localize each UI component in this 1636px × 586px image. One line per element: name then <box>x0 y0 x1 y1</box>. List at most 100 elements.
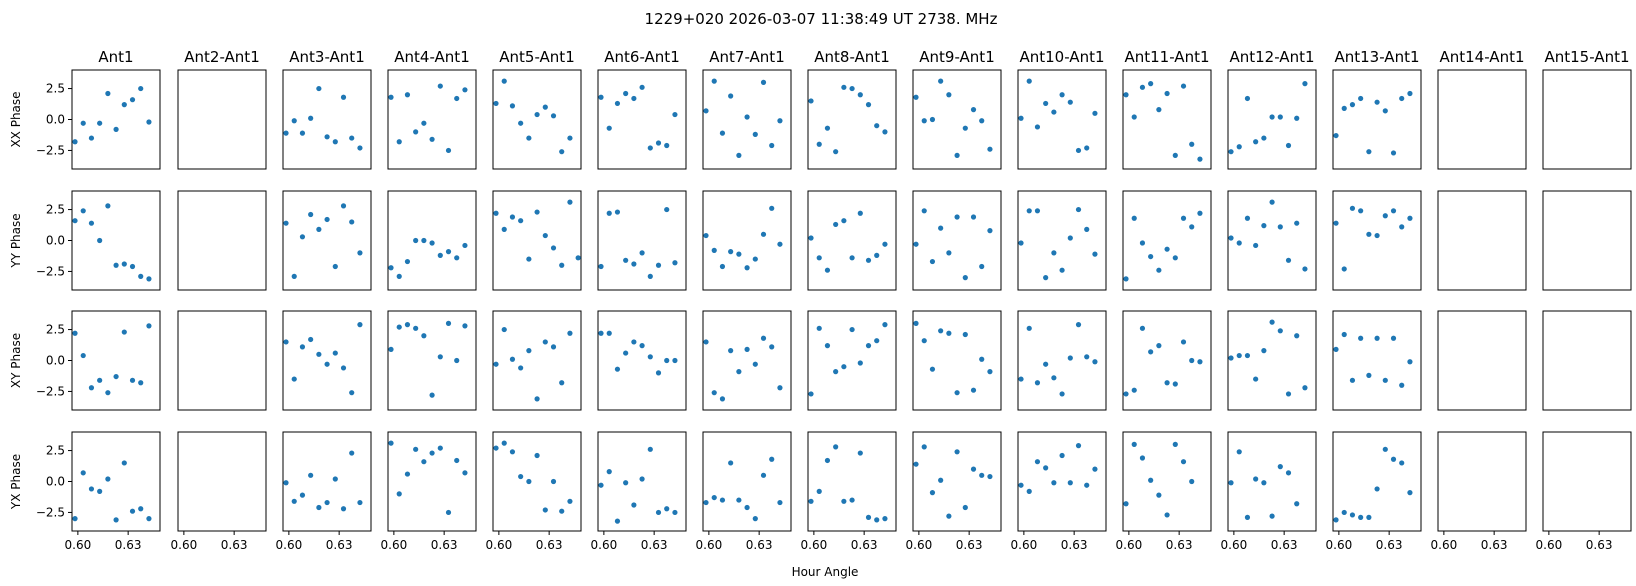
data-point <box>929 116 936 123</box>
data-point <box>857 360 863 366</box>
data-point <box>921 444 927 450</box>
panel <box>1542 310 1632 411</box>
data-point <box>404 258 411 265</box>
data-point <box>913 320 919 326</box>
x-tick-label: 0.63 <box>431 538 458 552</box>
data-point <box>777 499 783 506</box>
data-point <box>598 330 604 336</box>
data-point <box>559 149 565 155</box>
panel <box>1332 310 1422 411</box>
data-point <box>340 203 347 209</box>
figure-title: 1229+020 2026-03-07 11:38:49 UT 2738. MH… <box>645 10 998 28</box>
data-point <box>719 263 726 270</box>
data-point <box>962 504 968 511</box>
data-point <box>970 214 977 220</box>
data-point <box>970 107 977 113</box>
panel: 0.60 0.63 <box>696 431 792 552</box>
panel-frame <box>1227 310 1317 411</box>
panel-frame <box>807 69 897 170</box>
panel-frame <box>807 190 897 291</box>
data-point <box>1189 478 1195 485</box>
row-label: XX Phase <box>9 91 23 147</box>
data-point <box>857 450 863 456</box>
data-point <box>816 325 822 331</box>
data-point <box>526 256 532 262</box>
data-point <box>567 498 573 504</box>
data-point <box>1139 325 1146 331</box>
data-point <box>146 119 152 125</box>
data-point <box>1399 95 1405 102</box>
panel <box>912 310 1002 411</box>
data-point <box>808 391 814 397</box>
data-point <box>493 100 499 107</box>
data-point <box>1172 441 1178 447</box>
data-point <box>462 242 468 249</box>
data-point <box>970 466 977 472</box>
data-point <box>121 261 127 267</box>
data-point <box>1172 381 1178 387</box>
data-point <box>1358 514 1364 520</box>
data-point <box>88 486 95 492</box>
data-point <box>1059 391 1065 397</box>
data-point <box>1148 349 1154 355</box>
data-point <box>1358 335 1364 341</box>
data-point <box>146 516 152 522</box>
data-point <box>655 370 662 376</box>
data-point <box>138 273 144 279</box>
data-point <box>719 497 726 503</box>
data-point <box>357 250 363 256</box>
data-point <box>824 343 831 349</box>
data-point <box>1349 205 1356 211</box>
x-tick-label: 0.63 <box>641 538 668 552</box>
data-point <box>283 220 289 226</box>
data-point <box>1407 215 1413 221</box>
panel <box>1542 69 1632 170</box>
data-point <box>396 491 402 497</box>
data-point <box>1244 215 1251 221</box>
data-point <box>1294 220 1300 226</box>
data-point <box>146 323 152 329</box>
data-point <box>1051 375 1057 381</box>
data-point <box>719 396 726 402</box>
data-point <box>1236 352 1242 359</box>
data-point <box>1277 224 1283 230</box>
panel <box>282 190 372 291</box>
data-point <box>736 497 742 503</box>
data-point <box>1131 441 1137 447</box>
data-point <box>614 366 621 372</box>
data-point <box>1366 372 1372 378</box>
data-point <box>396 273 402 279</box>
panel-frame <box>1542 69 1632 170</box>
data-point <box>1139 84 1146 90</box>
panel: 0.60 0.63 <box>381 431 477 552</box>
data-point <box>349 450 355 456</box>
data-point <box>744 504 750 511</box>
data-point <box>816 141 822 147</box>
data-point <box>80 120 86 126</box>
data-point <box>606 210 612 216</box>
data-point <box>970 387 977 393</box>
data-point <box>1180 339 1187 345</box>
data-point <box>324 361 330 367</box>
data-point <box>711 78 717 84</box>
data-point <box>833 221 839 228</box>
data-point <box>1399 224 1405 230</box>
data-point <box>987 369 993 375</box>
data-point <box>567 330 573 336</box>
panel: 2.5 0.0 −2.5 <box>36 190 161 291</box>
data-point <box>631 339 637 345</box>
data-point <box>283 130 289 136</box>
data-point <box>744 114 750 120</box>
data-point <box>80 208 86 214</box>
data-point <box>841 498 847 504</box>
data-point <box>1026 325 1032 331</box>
data-point <box>1349 512 1356 518</box>
data-point <box>413 237 419 244</box>
y-tick-label: 0.0 <box>46 234 65 248</box>
data-point <box>534 209 540 215</box>
panel <box>492 310 582 411</box>
data-point <box>445 147 452 154</box>
data-point <box>598 263 604 270</box>
panel-frame <box>71 190 161 291</box>
data-point <box>1172 255 1178 261</box>
